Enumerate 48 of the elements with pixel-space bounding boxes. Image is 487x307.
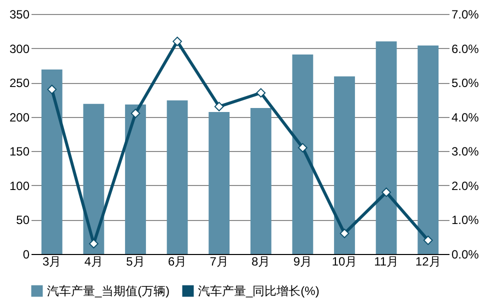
y-tick-label: 300 bbox=[9, 42, 30, 56]
point bbox=[89, 239, 98, 248]
legend-label: 汽车产量_当期值(万辆) bbox=[47, 284, 170, 298]
point bbox=[214, 102, 224, 112]
x-tick-label: 10月 bbox=[332, 254, 358, 268]
bar bbox=[250, 108, 272, 254]
x-tick-label: 5月 bbox=[126, 254, 145, 268]
point bbox=[256, 88, 266, 98]
x-tick-label: 8月 bbox=[252, 254, 270, 268]
y-tick-label: 0 bbox=[22, 248, 30, 262]
y2-tick-label: 6.0% bbox=[452, 42, 480, 56]
bar bbox=[125, 104, 146, 254]
y-tick-label: 200 bbox=[9, 110, 30, 124]
y-tick-label: 50 bbox=[16, 213, 30, 228]
x-tick-label: 11月 bbox=[374, 254, 399, 268]
legend-label: 汽车产量_同比增长(%) bbox=[198, 284, 320, 298]
y2-tick-label: 3.0% bbox=[452, 144, 480, 159]
x-tick-label: 12月 bbox=[415, 254, 441, 268]
point bbox=[382, 188, 391, 197]
y2-tick-label: 5.0% bbox=[452, 76, 480, 90]
point bbox=[340, 228, 350, 238]
bar bbox=[376, 41, 397, 254]
bar bbox=[418, 46, 439, 254]
x-tick-label: 4月 bbox=[84, 254, 104, 268]
x-tick-label: 7月 bbox=[210, 254, 228, 268]
point bbox=[298, 143, 308, 152]
bar bbox=[83, 104, 104, 254]
y2-tick-label: 2.0% bbox=[452, 178, 480, 193]
y-tick-label: 250 bbox=[9, 76, 30, 90]
x-tick-label: 3月 bbox=[42, 254, 62, 268]
bar bbox=[166, 100, 188, 254]
y-tick-label: 100 bbox=[9, 178, 30, 193]
point bbox=[130, 108, 140, 118]
y2-tick-label: 0.0% bbox=[452, 248, 480, 262]
y2-tick-label: 4.0% bbox=[452, 110, 480, 124]
y-tick-label: 150 bbox=[9, 144, 30, 159]
point bbox=[423, 236, 433, 245]
y-tick-label: 350 bbox=[9, 8, 30, 22]
bar bbox=[334, 76, 355, 254]
point bbox=[47, 84, 57, 94]
x-tick-label: 6月 bbox=[168, 254, 187, 268]
bar bbox=[208, 112, 230, 254]
point bbox=[172, 36, 182, 46]
y2-tick-label: 7.0% bbox=[452, 8, 480, 22]
bar bbox=[41, 70, 62, 254]
y2-tick-label: 1.0% bbox=[452, 213, 480, 228]
x-tick-label: 9月 bbox=[293, 254, 312, 268]
bar bbox=[292, 54, 314, 254]
